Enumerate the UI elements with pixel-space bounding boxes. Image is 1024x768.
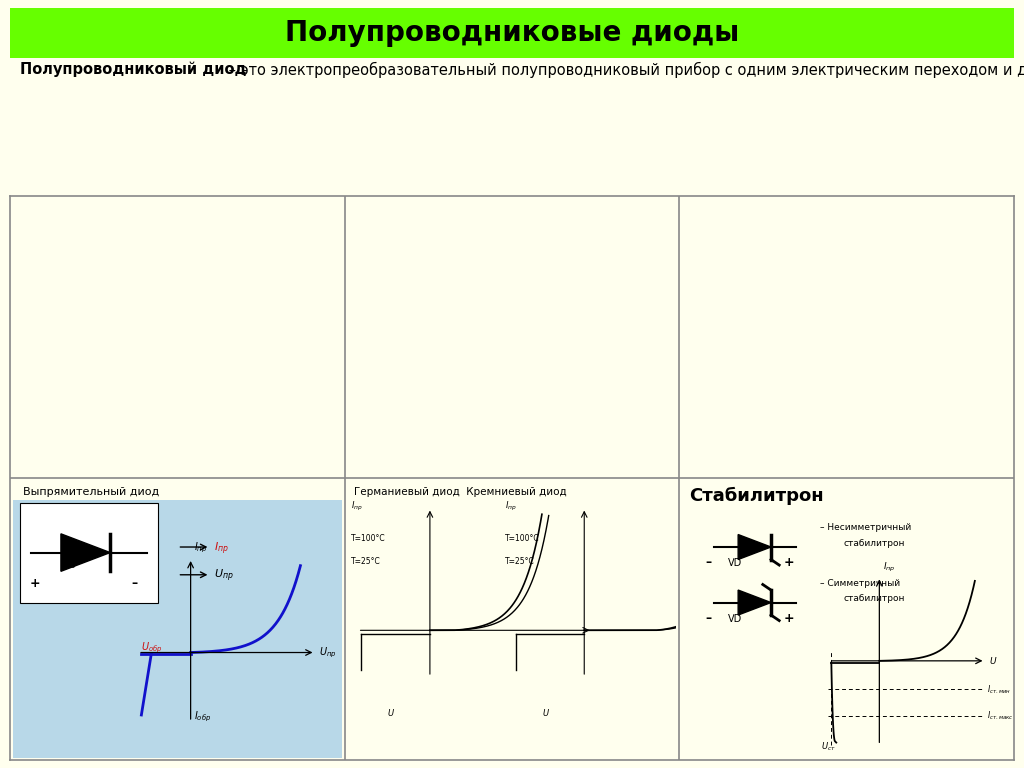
Text: $I_{пр}$: $I_{пр}$	[194, 541, 207, 555]
Text: T=100°C: T=100°C	[506, 535, 540, 544]
Text: Германиевый диод  Кремниевый диод: Германиевый диод Кремниевый диод	[354, 488, 567, 498]
Text: – Симметричный: – Симметричный	[820, 579, 900, 588]
Text: $U_{пр}$: $U_{пр}$	[214, 568, 233, 584]
Text: VD: VD	[728, 614, 742, 624]
Text: $U_{ст}$: $U_{ст}$	[820, 740, 836, 753]
Text: $I_{обр}$: $I_{обр}$	[194, 710, 211, 724]
Text: Стабилитрон: Стабилитрон	[689, 488, 823, 505]
Polygon shape	[738, 590, 771, 615]
Text: $U_{обр}$: $U_{обр}$	[141, 641, 163, 654]
Text: T=100°C: T=100°C	[351, 535, 386, 544]
Polygon shape	[738, 535, 771, 560]
Text: $U$: $U$	[989, 655, 997, 667]
Text: T=25°C: T=25°C	[506, 557, 536, 566]
Text: –: –	[706, 557, 712, 569]
Text: – Несимметричный: – Несимметричный	[820, 523, 911, 532]
Text: стабилитрон: стабилитрон	[843, 594, 905, 603]
Text: Выпрямительный диод: Выпрямительный диод	[24, 488, 160, 498]
Text: –: –	[131, 578, 137, 591]
Text: VD: VD	[65, 561, 77, 570]
Text: $I_{пр}$: $I_{пр}$	[351, 499, 362, 513]
Text: Полупроводниковые диоды: Полупроводниковые диоды	[285, 18, 739, 47]
Text: $I_{ст.макс}$: $I_{ст.макс}$	[986, 710, 1013, 722]
Text: $U_{пр}$: $U_{пр}$	[318, 645, 336, 660]
Text: $I_{пр}$: $I_{пр}$	[214, 540, 228, 557]
Text: $I_{пр}$: $I_{пр}$	[883, 561, 895, 574]
Text: $I_{пр}$: $I_{пр}$	[506, 499, 517, 513]
Polygon shape	[60, 534, 111, 571]
Text: – это электропреобразовательный полупроводниковый прибор с одним электрическим п: – это электропреобразовательный полупров…	[224, 61, 1024, 78]
Text: +: +	[784, 557, 795, 569]
Text: стабилитрон: стабилитрон	[843, 538, 905, 548]
Text: $U$: $U$	[542, 707, 550, 718]
Text: Полупроводниковый диод: Полупроводниковый диод	[20, 61, 247, 77]
Text: T=25°C: T=25°C	[351, 557, 381, 566]
Text: +: +	[784, 612, 795, 625]
Text: +: +	[30, 578, 40, 591]
Bar	[19, 502, 158, 603]
Text: $U$: $U$	[387, 707, 395, 718]
Text: VD: VD	[728, 558, 742, 568]
Text: –: –	[706, 612, 712, 625]
Text: $I_{ст.мин}$: $I_{ст.мин}$	[986, 683, 1011, 696]
